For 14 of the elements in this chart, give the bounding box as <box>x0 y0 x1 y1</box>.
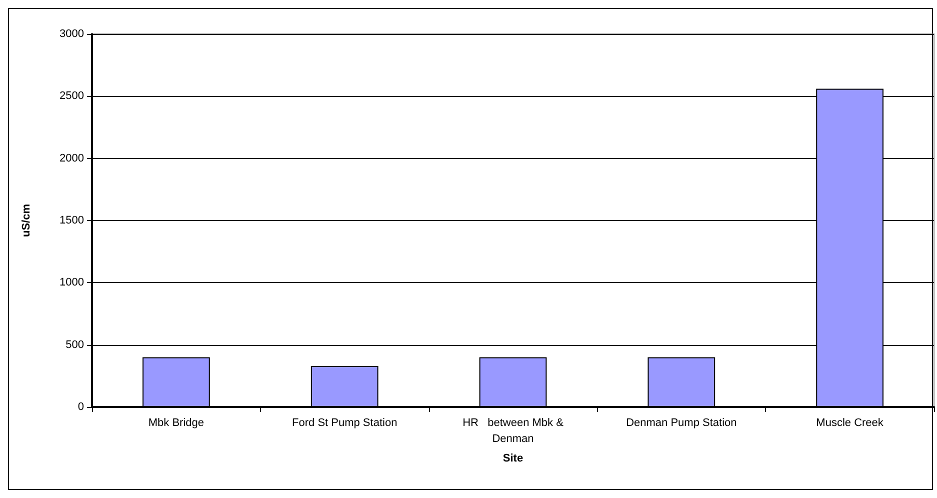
y-axis-title: uS/cm <box>20 204 32 238</box>
x-tick-label: HR between Mbk & Denman <box>462 417 564 445</box>
y-tick-label: 0 <box>78 401 84 413</box>
y-tick-label: 1500 <box>60 214 84 226</box>
y-tick-label: 2000 <box>60 152 84 164</box>
y-tick-label: 1000 <box>60 276 84 289</box>
x-tick-label: Muscle Creek <box>816 417 884 429</box>
y-tick-label: 3000 <box>60 28 84 40</box>
x-tick-label: Denman Pump Station <box>626 417 737 429</box>
x-tick-label: Mbk Bridge <box>148 417 204 429</box>
y-tick-label: 500 <box>66 338 84 351</box>
y-tick-label: 2500 <box>60 90 84 102</box>
x-axis-title: Site <box>502 452 524 464</box>
x-tick-label: Ford St Pump Station <box>292 417 398 429</box>
